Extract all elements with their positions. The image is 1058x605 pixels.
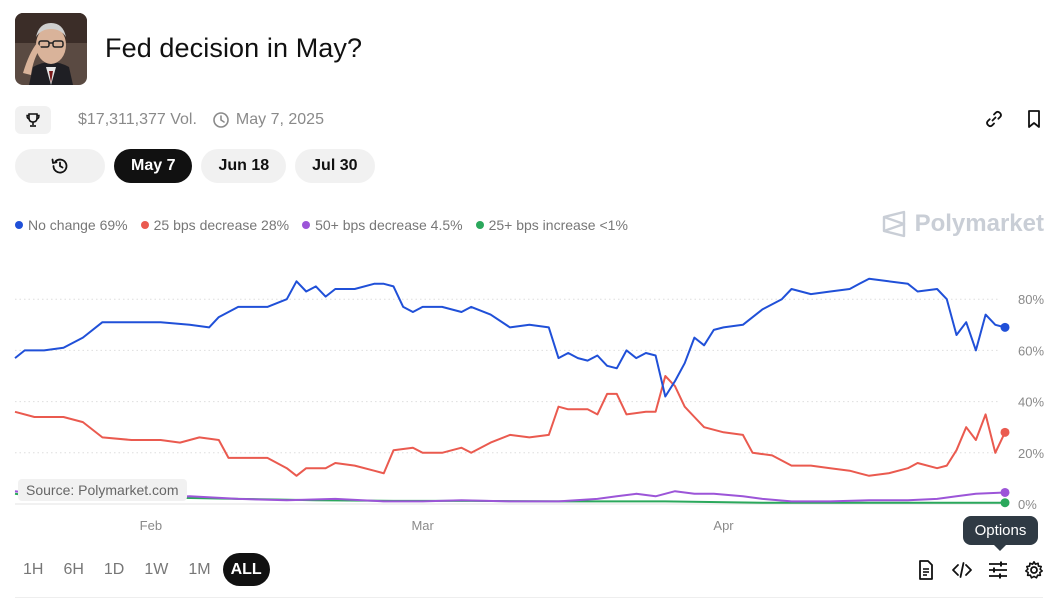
legend-item: 25 bps decrease 28% [140,217,290,233]
clock-icon [213,112,229,128]
polymarket-logo: Polymarket [881,210,1044,238]
source-label: Source: Polymarket.com [18,479,187,501]
y-tick-label: 20% [1018,446,1044,461]
series-end-point [1000,487,1010,497]
gear-icon [1025,561,1043,579]
legend-label: 25+ bps increase <1% [488,217,628,233]
page-title: Fed decision in May? [105,33,363,63]
range-1w[interactable]: 1W [144,560,169,578]
trophy-button[interactable] [15,106,51,134]
history-tab[interactable] [15,149,105,183]
series-line [14,277,1006,398]
legend-label: 25 bps decrease 28% [153,217,290,233]
tab-jun-18[interactable]: Jun 18 [201,149,287,183]
history-icon [51,158,68,174]
legend-label: No change 69% [28,217,128,233]
legend-dot [15,221,23,229]
legend-dot [140,221,149,229]
rules-button[interactable] [914,558,938,582]
legend-dot [302,221,311,229]
link-icon [986,110,1002,128]
x-tick-label: Mar [411,518,434,533]
series-end-point [1000,427,1010,437]
end-date-text: May 7, 2025 [235,111,324,128]
y-tick-label: 40% [1018,395,1044,410]
y-axis-ticks: 0% 20% 40% 60% 80% [1018,292,1044,512]
chart-grid [15,298,1000,505]
range-1d[interactable]: 1D [103,560,125,578]
bookmark-icon [1028,110,1040,128]
y-tick-label: 0% [1018,497,1037,512]
x-tick-label: Apr [713,518,734,533]
bookmark-button[interactable] [1022,106,1046,132]
x-axis-ticks: Feb Mar Apr [140,518,735,533]
legend-label: 50+ bps decrease 4.5% [315,217,463,233]
volume-text: $17,311,377 Vol. [78,111,197,128]
market-meta: $17,311,377 Vol. May 7, 2025 [15,105,324,135]
legend-dot [475,221,484,229]
chart-series [14,277,1010,508]
legend-item: No change 69% [15,217,128,233]
options-button[interactable] [986,558,1010,582]
copy-link-button[interactable] [982,106,1006,132]
series-end-point [1000,498,1010,508]
top-actions [982,106,1046,132]
settings-button[interactable] [1022,558,1046,582]
chart-legend: No change 69% 25 bps decrease 28% 50+ bp… [15,217,628,233]
x-tick-label: Feb [140,518,162,533]
range-1h[interactable]: 1H [23,560,44,578]
tab-jul-30[interactable]: Jul 30 [295,149,375,183]
chart-actions [914,558,1046,582]
decision-tabs: May 7 Jun 18 Jul 30 [15,149,375,183]
range-all[interactable]: ALL [222,553,270,586]
document-icon [919,560,933,580]
series-end-point [1000,322,1010,332]
tab-may-7[interactable]: May 7 [114,149,193,183]
trophy-icon [26,113,40,127]
series-line [14,490,1006,503]
sliders-icon [989,561,1007,579]
legend-item: 25+ bps increase <1% [475,217,628,233]
range-6h[interactable]: 6H [63,560,84,578]
divider [15,597,1043,598]
embed-button[interactable] [950,558,974,582]
series-line [14,375,1006,477]
code-icon [952,562,972,578]
probability-chart: 0% 20% 40% 60% 80% Feb Mar Apr [14,277,1044,533]
legend-item: 50+ bps decrease 4.5% [302,217,463,233]
polymarket-logo-icon [882,210,905,238]
market-avatar [15,13,87,85]
time-range-selector: 1H 6H 1D 1W 1M ALL [15,553,270,586]
y-tick-label: 80% [1018,292,1044,307]
brand-name: Polymarket [914,210,1044,237]
options-tooltip: Options [963,516,1038,551]
y-tick-label: 60% [1018,343,1044,358]
range-1m[interactable]: 1M [188,560,211,578]
